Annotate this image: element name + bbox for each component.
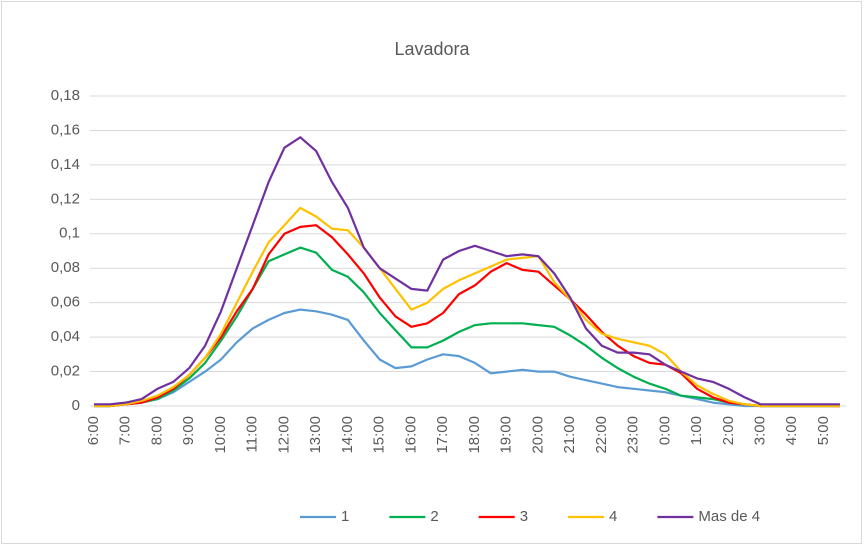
series-line — [94, 206, 840, 408]
series-line — [94, 246, 840, 408]
y-tick-label: 0,14 — [51, 156, 80, 173]
x-tick-label: 9:00 — [180, 416, 197, 445]
y-tick-label: 0,12 — [51, 190, 80, 207]
y-tick-label: 0,04 — [51, 328, 80, 345]
legend-label: Mas de 4 — [698, 508, 760, 525]
x-tick-label: 7:00 — [117, 416, 134, 445]
x-tick-label: 20:00 — [529, 416, 546, 454]
x-tick-label: 2:00 — [720, 416, 737, 445]
legend-label: 4 — [609, 508, 617, 525]
y-tick-label: 0,16 — [51, 121, 80, 138]
x-tick-label: 14:00 — [339, 416, 356, 454]
y-tick-label: 0,1 — [59, 225, 80, 242]
series-line — [94, 136, 840, 406]
x-tick-label: 17:00 — [434, 416, 451, 454]
x-tick-label: 19:00 — [498, 416, 515, 454]
x-tick-label: 12:00 — [275, 416, 292, 454]
x-tick-label: 11:00 — [244, 416, 261, 452]
x-tick-label: 18:00 — [466, 416, 483, 454]
x-tick-label: 15:00 — [371, 416, 388, 454]
x-tick-label: 3:00 — [752, 416, 769, 445]
x-tick-label: 23:00 — [625, 416, 642, 454]
x-tick-label: 21:00 — [561, 416, 578, 454]
legend-label: 3 — [520, 508, 528, 525]
y-tick-label: 0,18 — [51, 87, 80, 104]
chart-title: Lavadora — [394, 39, 470, 59]
x-tick-label: 16:00 — [402, 416, 419, 454]
x-tick-label: 0:00 — [656, 416, 673, 445]
series-line — [94, 308, 840, 408]
x-tick-label: 8:00 — [148, 416, 165, 445]
x-tick-label: 13:00 — [307, 416, 324, 454]
series-line — [94, 224, 840, 408]
y-tick-label: 0,08 — [51, 259, 80, 276]
legend-label: 2 — [430, 508, 438, 525]
x-tick-label: 10:00 — [212, 416, 229, 454]
x-tick-label: 4:00 — [783, 416, 800, 445]
x-tick-label: 6:00 — [85, 416, 102, 445]
x-tick-label: 5:00 — [815, 416, 832, 445]
y-tick-label: 0 — [72, 397, 80, 414]
x-tick-label: 22:00 — [593, 416, 610, 454]
y-tick-label: 0,06 — [51, 294, 80, 311]
legend-label: 1 — [341, 508, 349, 525]
x-tick-label: 1:00 — [688, 416, 705, 445]
y-tick-label: 0,02 — [51, 363, 80, 380]
